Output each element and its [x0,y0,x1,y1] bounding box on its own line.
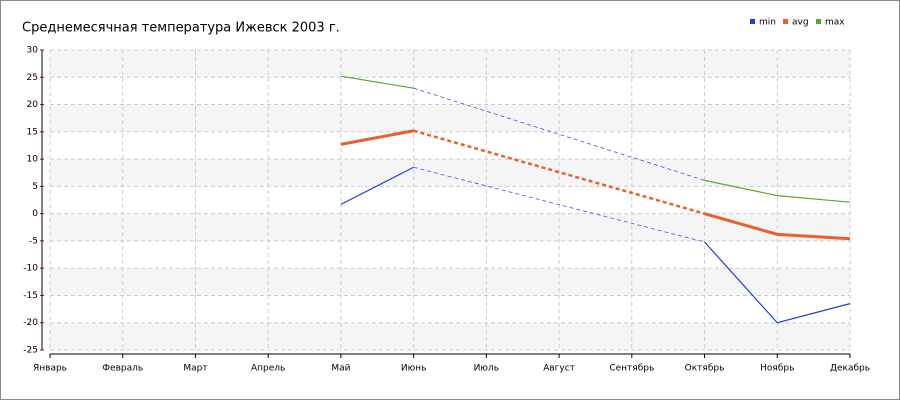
grid-band [50,322,850,350]
x-tick-label: Декабрь [830,364,870,374]
series-line [704,179,851,203]
legend-label: max [825,18,845,28]
series-line [340,129,414,146]
series-line [704,241,851,324]
y-tick-label: 20 [27,100,39,110]
x-tick-label: Октябрь [685,364,725,374]
grid-band [50,159,850,187]
series-line [704,212,851,241]
legend-swatch [816,19,821,24]
x-tick-label: Апрель [251,364,285,374]
legend-label: min [759,18,776,28]
series-line [340,75,414,89]
y-tick-label: -25 [23,346,38,356]
y-tick-label: -10 [23,264,38,274]
grid-band [50,104,850,132]
gap-bridge [413,166,705,243]
x-tick-label: Январь [33,364,67,374]
y-tick-label: -15 [23,291,38,301]
y-tick-label: -20 [23,318,38,328]
y-tick-label: 0 [32,209,38,219]
legend-swatch [783,19,788,24]
x-tick-label: Август [543,364,575,374]
grid-band [50,268,850,296]
series-line [340,166,414,205]
legend-swatch [750,19,755,24]
x-tick-label: Ноябрь [760,364,794,374]
y-tick-label: 25 [27,73,38,83]
y-tick-label: -5 [29,236,38,246]
x-tick-label: Июль [474,364,499,374]
x-tick-label: Март [183,364,207,374]
y-tick-label: 5 [32,182,38,192]
gap-bridge [413,129,705,215]
x-tick-label: Февраль [102,364,143,374]
grid-band [50,213,850,241]
legend-label: avg [792,18,809,28]
x-tick-label: Июнь [401,364,427,374]
x-tick-label: Сентябрь [609,364,654,374]
x-tick-label: Май [331,364,350,374]
gap-bridge [413,87,705,181]
y-tick-label: 10 [27,155,39,165]
y-tick-label: 30 [27,46,39,56]
grid-band [50,50,850,78]
y-tick-label: 15 [27,127,38,137]
chart-title: Среднемесячная температура Ижевск 2003 г… [22,21,340,36]
